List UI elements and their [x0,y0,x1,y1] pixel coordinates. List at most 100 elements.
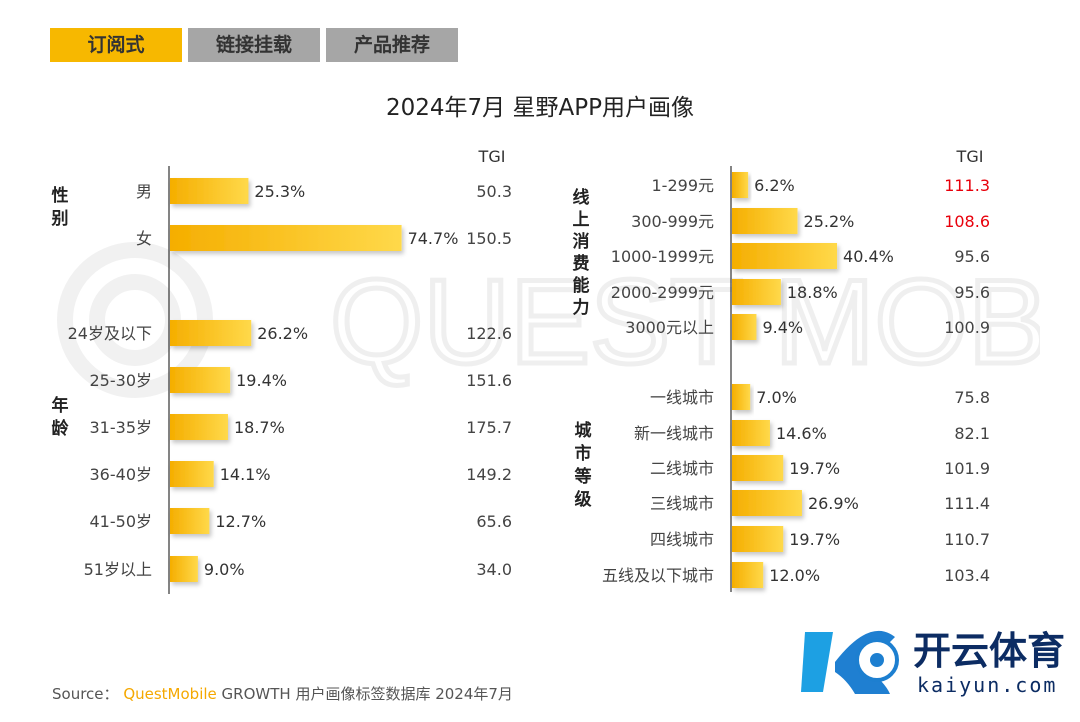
logo-k-mark [801,632,833,692]
svg-text:力: 力 [573,297,590,318]
value-label: 7.0% [756,388,797,407]
category-label: 1-299元 [652,176,715,195]
bar [170,414,228,440]
bar [170,556,198,582]
tgi-value: 108.6 [944,212,990,231]
source-prefix: Source： [52,685,119,703]
source-note: Source： QuestMobile GROWTH 用户画像标签数据库 202… [52,683,513,704]
bar [732,208,798,234]
category-label: 25-30岁 [90,371,153,390]
bar [732,172,749,198]
group-label-spending: 线 上 消 费 能 力 [573,187,590,318]
bar [732,243,838,269]
tgi-value: 150.5 [466,229,512,248]
value-label: 19.4% [236,371,287,390]
tgi-value: 151.6 [466,371,512,390]
svg-text:龄: 龄 [52,418,70,439]
tgi-value: 175.7 [466,418,512,437]
tgi-value: 65.6 [476,512,512,531]
svg-text:级: 级 [575,489,592,510]
tab-link-mount[interactable]: 链接挂载 [188,28,320,62]
bar [732,314,757,340]
tgi-value: 110.7 [944,530,990,549]
svg-text:年: 年 [52,395,69,416]
value-label: 9.4% [762,318,803,337]
tgi-value: 50.3 [476,182,512,201]
value-label: 12.0% [769,566,820,585]
category-label: 2000-2999元 [611,283,714,302]
value-label: 18.7% [234,418,285,437]
bar [170,367,231,393]
category-label: 四线城市 [650,530,714,549]
source-text: GROWTH 用户画像标签数据库 2024年7月 [221,685,513,703]
category-label: 男 [136,182,152,201]
tgi-value: 122.6 [466,324,512,343]
category-label: 300-999元 [631,212,714,231]
value-label: 14.6% [776,424,827,443]
bar [170,178,249,204]
tgi-value: 100.9 [944,318,990,337]
tab-bar: 订阅式 链接挂载 产品推荐 [50,28,458,62]
logo-name: 开云体育 [913,629,1065,673]
tgi-header-left: TGI [478,147,506,166]
tgi-value: 111.4 [944,494,990,513]
kaiyun-logo: 开云体育 kaiyun.com [801,629,1065,697]
value-label: 40.4% [843,247,894,266]
category-label: 41-50岁 [90,512,153,531]
bar [170,320,252,346]
category-label: 三线城市 [650,494,714,513]
category-label: 女 [136,229,152,248]
svg-text:线: 线 [573,187,590,208]
value-label: 19.7% [789,459,840,478]
svg-text:市: 市 [575,443,592,464]
value-label: 25.2% [804,212,855,231]
logo-url: kaiyun.com [917,673,1057,697]
tgi-value: 101.9 [944,459,990,478]
value-label: 18.8% [787,283,838,302]
svg-text:费: 费 [573,253,590,274]
bar [732,384,751,410]
value-label: 26.9% [808,494,859,513]
bar [170,508,210,534]
group-label-age: 年 龄 [52,395,70,439]
svg-text:能: 能 [573,275,590,296]
tgi-value: 75.8 [954,388,990,407]
group-label-gender: 性 别 [51,185,69,229]
bar [732,526,784,552]
value-label: 9.0% [204,560,245,579]
tgi-value: 34.0 [476,560,512,579]
bar [732,279,781,305]
source-brand: QuestMobile [123,685,217,703]
tgi-value: 95.6 [954,283,990,302]
tab-subscription[interactable]: 订阅式 [50,28,182,62]
category-label: 51岁以上 [84,560,152,579]
bar [732,562,764,588]
category-label: 31-35岁 [90,418,153,437]
group-label-city: 城 市 等 级 [575,421,592,510]
tgi-value: 149.2 [466,465,512,484]
svg-text:城: 城 [575,421,592,441]
value-label: 14.1% [220,465,271,484]
bar [170,225,402,251]
value-label: 26.2% [257,324,308,343]
value-label: 19.7% [789,530,840,549]
bar [732,420,770,446]
category-label: 新一线城市 [634,424,714,443]
category-label: 24岁及以下 [68,324,152,343]
category-label: 3000元以上 [625,318,714,337]
category-label: 一线城市 [650,388,714,407]
category-label: 1000-1999元 [611,247,714,266]
tgi-header-right: TGI [956,147,984,166]
tgi-value: 103.4 [944,566,990,585]
svg-text:等: 等 [575,466,592,487]
tgi-value: 95.6 [954,247,990,266]
bar [732,490,802,516]
value-label: 12.7% [215,512,266,531]
tab-product-recommend[interactable]: 产品推荐 [326,28,458,62]
svg-text:上: 上 [573,210,590,230]
chart-title: 2024年7月 星野APP用户画像 [386,95,694,121]
tgi-value: 82.1 [954,424,990,443]
value-label: 6.2% [754,176,795,195]
value-label: 25.3% [254,182,305,201]
